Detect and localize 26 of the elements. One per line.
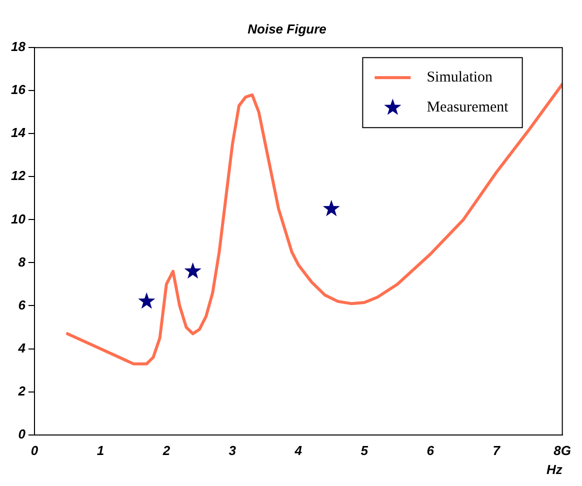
x-tick-label: 7	[492, 443, 501, 458]
y-tick-label: 8	[18, 254, 26, 270]
y-tick-label: 6	[18, 297, 26, 312]
x-axis-title: Hz	[546, 462, 563, 477]
x-tick-label: 2	[162, 443, 171, 458]
y-tick-label: 12	[10, 168, 26, 184]
y-tick-label: 16	[10, 82, 26, 98]
legend-label: Measurement	[426, 100, 510, 116]
x-tick-label: 3	[228, 443, 237, 458]
chart-title: Noise Figure	[248, 21, 326, 36]
legend-label: Simulation	[426, 70, 494, 86]
point	[322, 200, 340, 216]
x-tick-label: 8G	[554, 443, 571, 458]
y-tick-label: 18	[10, 39, 26, 54]
x-tick-label: 6	[426, 443, 435, 458]
x-tick-label: 0	[30, 443, 39, 458]
y-tick-label: 10	[10, 211, 26, 226]
x-tick-label: 4	[294, 443, 303, 458]
point	[184, 262, 202, 279]
y-tick-label: 14	[10, 125, 26, 140]
x-tick-label: 1	[96, 443, 104, 458]
y-tick-label: 2	[17, 383, 26, 398]
x-tick-label: 5	[360, 443, 369, 458]
y-tick-label: 0	[18, 426, 26, 442]
point	[138, 292, 156, 309]
y-tick-label: 4	[17, 340, 26, 356]
